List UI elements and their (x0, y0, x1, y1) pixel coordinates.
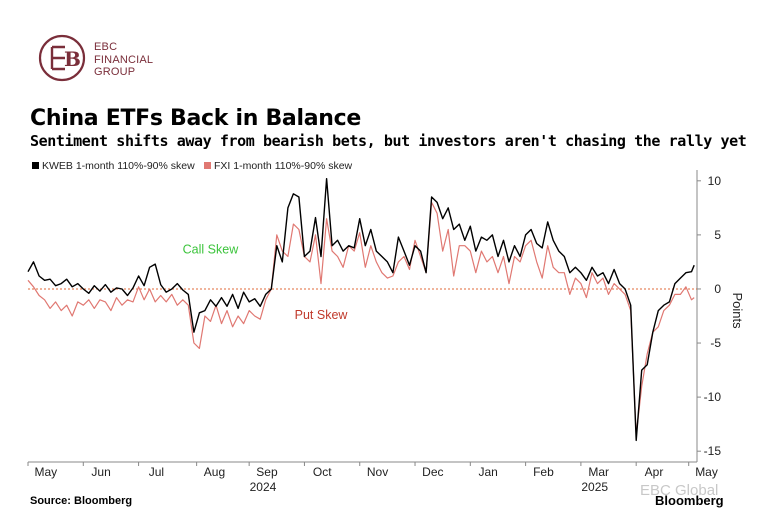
y-tick-label-0: 10 (708, 174, 722, 188)
x-tick-label-1: Jun (91, 465, 110, 479)
legend-label-0: KWEB 1-month 110%-90% skew (42, 160, 195, 172)
brand-line-3: GROUP (94, 66, 136, 78)
annotation-0: Call Skew (183, 242, 240, 256)
x-tick-label-5: Oct (313, 465, 332, 479)
y-tick-label-3: -5 (710, 336, 721, 350)
series-line-0 (27, 177, 695, 442)
y-tick-label-5: -15 (704, 444, 722, 458)
x-tick-label-11: Apr (645, 465, 664, 479)
legend-swatch-0 (32, 162, 39, 169)
chart-subtitle: Sentiment shifts away from bearish bets,… (30, 132, 747, 150)
watermark: EBC Global (640, 482, 719, 499)
legend-label-1: FXI 1-month 110%-90% skew (214, 160, 353, 172)
y-axis-label: Points (730, 293, 745, 330)
y-tick-label-1: 5 (714, 228, 721, 242)
chart-title: China ETFs Back in Balance (30, 106, 361, 131)
x-tick-label-3: Aug (204, 465, 225, 479)
x-tick-label-6: Nov (367, 465, 388, 479)
series-line-1 (27, 201, 695, 436)
y-tick-label-2: 0 (714, 282, 721, 296)
ebc-logo: B (38, 34, 86, 82)
x-tick-label-10: Mar (588, 465, 609, 479)
x-tick-label-7: Dec (422, 465, 443, 479)
annotation-1: Put Skew (295, 308, 349, 322)
brand-line-2: FINANCIAL (94, 53, 154, 66)
year-label-1: 2025 (581, 480, 608, 494)
logo-letter: B (64, 47, 81, 71)
year-label-0: 2024 (250, 480, 277, 494)
legend-swatch-1 (204, 162, 211, 169)
brand-line-1: EBC (94, 41, 118, 53)
x-tick-label-0: May (34, 465, 57, 479)
y-tick-label-4: -10 (704, 390, 722, 404)
source-note: Source: Bloomberg (30, 495, 133, 507)
brand-name: EBC FINANCIAL GROUP (94, 41, 153, 79)
x-tick-label-8: Jan (478, 465, 497, 479)
x-tick-label-9: Feb (533, 465, 554, 479)
bloomberg-logo: Bloomberg (655, 493, 724, 508)
x-tick-label-2: Jul (149, 465, 164, 479)
x-tick-label-12: May (695, 465, 718, 479)
x-tick-label-4: Sep (256, 465, 278, 479)
